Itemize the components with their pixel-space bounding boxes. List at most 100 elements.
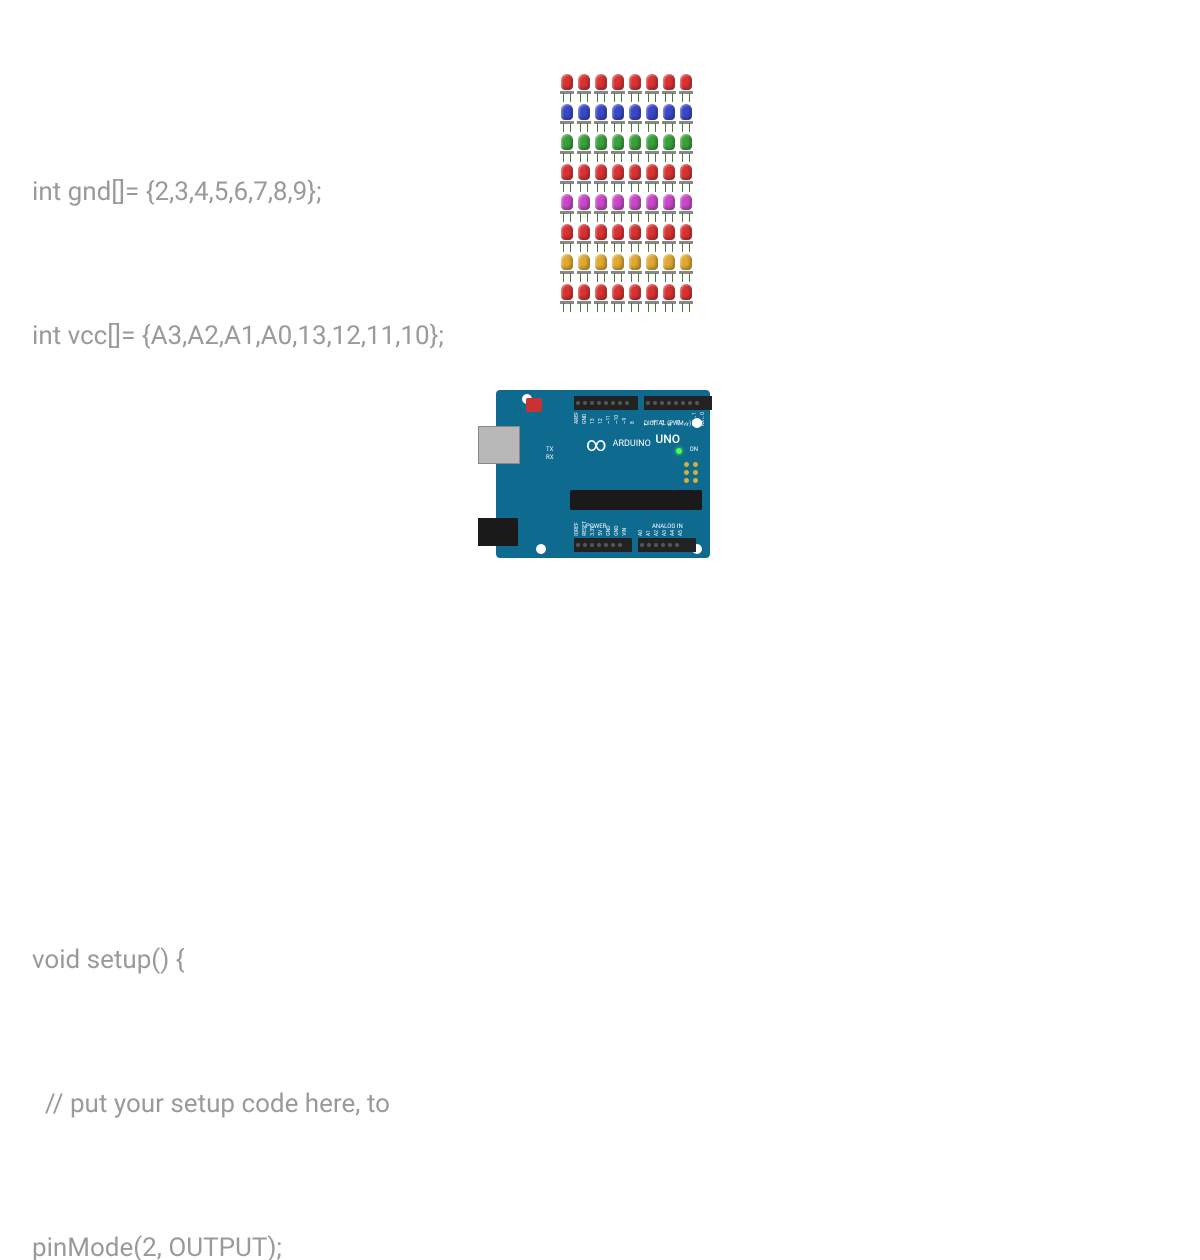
icsp-header[interactable] [684, 462, 700, 484]
atmega-chip [570, 490, 702, 510]
led [679, 224, 694, 252]
led [628, 74, 643, 102]
led [560, 104, 575, 132]
led [594, 254, 609, 282]
led [628, 104, 643, 132]
led [577, 134, 592, 162]
on-text: ON [690, 446, 698, 453]
led [577, 254, 592, 282]
led-row [560, 224, 694, 252]
led-row [560, 74, 694, 102]
led [628, 194, 643, 222]
led [560, 254, 575, 282]
power-header[interactable] [574, 538, 632, 552]
led [577, 284, 592, 312]
led [645, 194, 660, 222]
led-row [560, 254, 694, 282]
infinity-icon: ∞ [586, 434, 607, 454]
led [577, 104, 592, 132]
led [645, 284, 660, 312]
led [645, 134, 660, 162]
led [594, 104, 609, 132]
usb-port[interactable] [478, 426, 520, 464]
led [679, 104, 694, 132]
led [577, 224, 592, 252]
board-pcb: AREFGND1312~11~10~98 7~6~54~32TX→1RX←0 I… [496, 390, 710, 558]
led [560, 74, 575, 102]
led [577, 164, 592, 192]
led [611, 194, 626, 222]
digital-label: DIGITAL (PWM ~) [644, 420, 691, 427]
led [662, 224, 677, 252]
led [662, 254, 677, 282]
code-block: int gnd[]= {2,3,4,5,6,7,8,9}; int vcc[]=… [32, 72, 444, 1260]
txrx-labels: TX RX [546, 446, 553, 462]
led-row [560, 194, 694, 222]
mounting-hole [536, 544, 546, 554]
led [679, 134, 694, 162]
led [628, 164, 643, 192]
arduino-logo: ∞ ARDUINO [586, 434, 651, 454]
reset-button[interactable] [526, 398, 542, 412]
analog-label: ANALOG IN [652, 523, 683, 530]
led [577, 194, 592, 222]
led [594, 284, 609, 312]
led [679, 284, 694, 312]
led [560, 284, 575, 312]
power-jack[interactable] [478, 518, 518, 546]
power-led [676, 448, 682, 454]
led [679, 74, 694, 102]
led [662, 134, 677, 162]
led [594, 164, 609, 192]
led [662, 104, 677, 132]
led [628, 284, 643, 312]
led [628, 254, 643, 282]
led [611, 134, 626, 162]
led [560, 194, 575, 222]
led [645, 254, 660, 282]
led [645, 74, 660, 102]
brand-text: ARDUINO [613, 439, 651, 449]
led [662, 74, 677, 102]
led [594, 74, 609, 102]
led [611, 254, 626, 282]
led [662, 164, 677, 192]
led [645, 164, 660, 192]
led [560, 224, 575, 252]
power-label: POWER [586, 523, 606, 530]
code-line: // put your setup code here, to [32, 1080, 444, 1128]
led [560, 134, 575, 162]
led [628, 134, 643, 162]
led [611, 74, 626, 102]
led-row [560, 164, 694, 192]
led [679, 194, 694, 222]
led [594, 224, 609, 252]
pin-labels-top1: AREFGND1312~11~10~98 [574, 412, 636, 424]
led-row [560, 134, 694, 162]
led [662, 194, 677, 222]
led [611, 224, 626, 252]
led [679, 164, 694, 192]
uno-label: UNO [655, 432, 680, 446]
arduino-board: AREFGND1312~11~10~98 7~6~54~32TX→1RX←0 I… [478, 390, 710, 558]
code-line: pinMode(2, OUTPUT); [32, 1224, 444, 1260]
led [560, 164, 575, 192]
led [645, 104, 660, 132]
led-matrix [560, 74, 694, 312]
led [611, 284, 626, 312]
code-line: int gnd[]= {2,3,4,5,6,7,8,9}; [32, 168, 444, 216]
digital-header-1[interactable] [574, 396, 638, 410]
led [594, 194, 609, 222]
led [611, 104, 626, 132]
led [628, 224, 643, 252]
led [577, 74, 592, 102]
code-line: int vcc[]= {A3,A2,A1,A0,13,12,11,10}; [32, 312, 444, 360]
led [645, 224, 660, 252]
analog-header[interactable] [638, 538, 696, 552]
led-row [560, 284, 694, 312]
led-row [560, 104, 694, 132]
led [611, 164, 626, 192]
digital-header-2[interactable] [644, 396, 712, 410]
led [662, 284, 677, 312]
led [594, 134, 609, 162]
